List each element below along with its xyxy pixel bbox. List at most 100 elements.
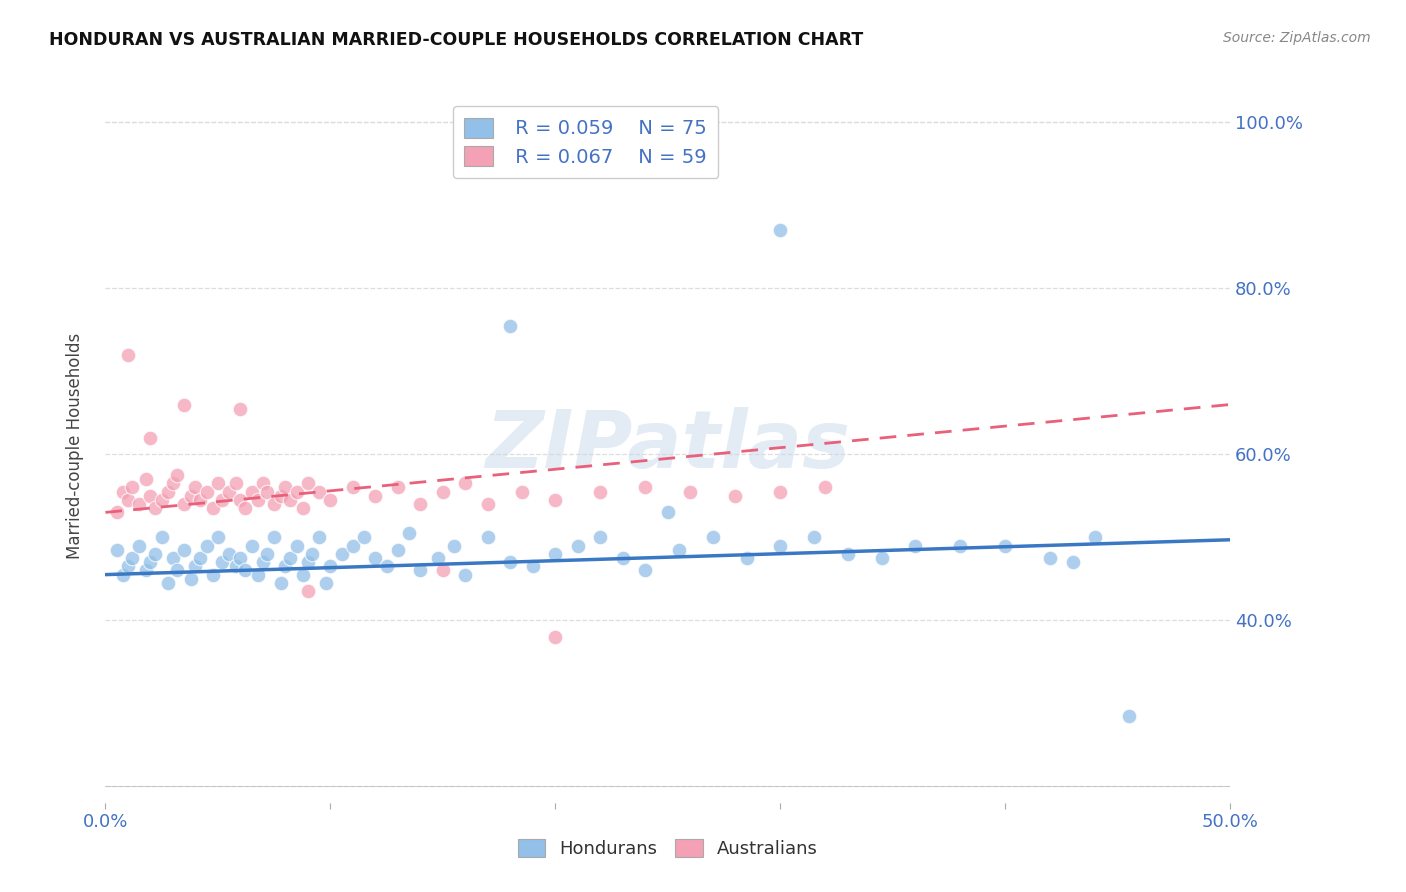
Point (180, 489, 202, 503)
Point (301, 547, 323, 561)
Point (292, 567, 315, 582)
Legend: Hondurans, Australians: Hondurans, Australians (510, 831, 825, 865)
Point (218, 547, 240, 561)
Point (803, 530, 825, 544)
Point (211, 492, 233, 507)
Point (105, 542, 128, 557)
Point (256, 484, 278, 499)
Point (1039, 551, 1062, 566)
Point (994, 539, 1017, 553)
Point (207, 476, 229, 491)
Point (285, 539, 308, 553)
Text: HONDURAN VS AUSTRALIAN MARRIED-COUPLE HOUSEHOLDS CORRELATION CHART: HONDURAN VS AUSTRALIAN MARRIED-COUPLE HO… (49, 31, 863, 49)
Point (157, 575, 180, 590)
Point (233, 564, 256, 578)
Point (567, 539, 589, 553)
Point (218, 484, 240, 499)
Text: Source: ZipAtlas.com: Source: ZipAtlas.com (1223, 31, 1371, 45)
Point (949, 539, 972, 553)
Point (297, 476, 319, 491)
Point (499, 318, 522, 333)
Point (184, 481, 207, 495)
Point (150, 492, 173, 507)
Point (157, 484, 180, 499)
Point (679, 484, 702, 499)
Point (112, 484, 135, 499)
Point (121, 481, 143, 495)
Point (135, 472, 157, 486)
Point (207, 530, 229, 544)
Point (724, 489, 747, 503)
Point (173, 542, 195, 557)
Point (229, 401, 252, 416)
Point (128, 497, 150, 511)
Point (143, 547, 166, 561)
Point (202, 567, 225, 582)
Point (612, 551, 634, 566)
Point (443, 539, 465, 553)
Point (274, 559, 297, 574)
Point (409, 497, 432, 511)
Point (375, 559, 398, 574)
Point (263, 530, 285, 544)
Point (387, 542, 409, 557)
Point (353, 530, 375, 544)
Point (315, 575, 337, 590)
Point (544, 547, 567, 561)
Point (427, 551, 450, 566)
Point (240, 539, 263, 553)
Point (143, 501, 166, 516)
Point (278, 492, 301, 507)
Point (270, 575, 292, 590)
Point (735, 551, 758, 566)
Point (308, 530, 330, 544)
Point (432, 564, 454, 578)
Point (510, 484, 533, 499)
Point (184, 559, 207, 574)
Y-axis label: Married-couple Households: Married-couple Households (66, 333, 84, 559)
Point (105, 505, 128, 519)
Point (162, 551, 184, 566)
Point (342, 539, 364, 553)
Point (274, 481, 297, 495)
Point (121, 551, 143, 566)
Point (668, 542, 690, 557)
Point (544, 492, 567, 507)
Point (117, 348, 139, 362)
Point (589, 484, 612, 499)
Point (180, 572, 202, 586)
Point (499, 555, 522, 569)
Point (188, 492, 211, 507)
Point (256, 547, 278, 561)
Point (364, 489, 387, 503)
Point (117, 559, 139, 574)
Point (702, 530, 724, 544)
Point (202, 501, 225, 516)
Point (139, 431, 162, 445)
Point (589, 530, 612, 544)
Point (278, 551, 301, 566)
Point (522, 559, 544, 574)
Point (188, 551, 211, 566)
Point (477, 497, 499, 511)
Point (128, 539, 150, 553)
Point (544, 630, 567, 644)
Point (634, 481, 657, 495)
Point (297, 555, 319, 569)
Point (225, 476, 247, 491)
Point (229, 492, 252, 507)
Point (769, 484, 792, 499)
Point (150, 530, 173, 544)
Point (319, 559, 342, 574)
Point (657, 505, 679, 519)
Point (409, 564, 432, 578)
Point (292, 501, 315, 516)
Point (330, 547, 353, 561)
Point (112, 567, 135, 582)
Point (432, 484, 454, 499)
Point (166, 468, 188, 483)
Point (769, 223, 792, 237)
Point (1062, 555, 1084, 569)
Point (247, 492, 270, 507)
Point (270, 489, 292, 503)
